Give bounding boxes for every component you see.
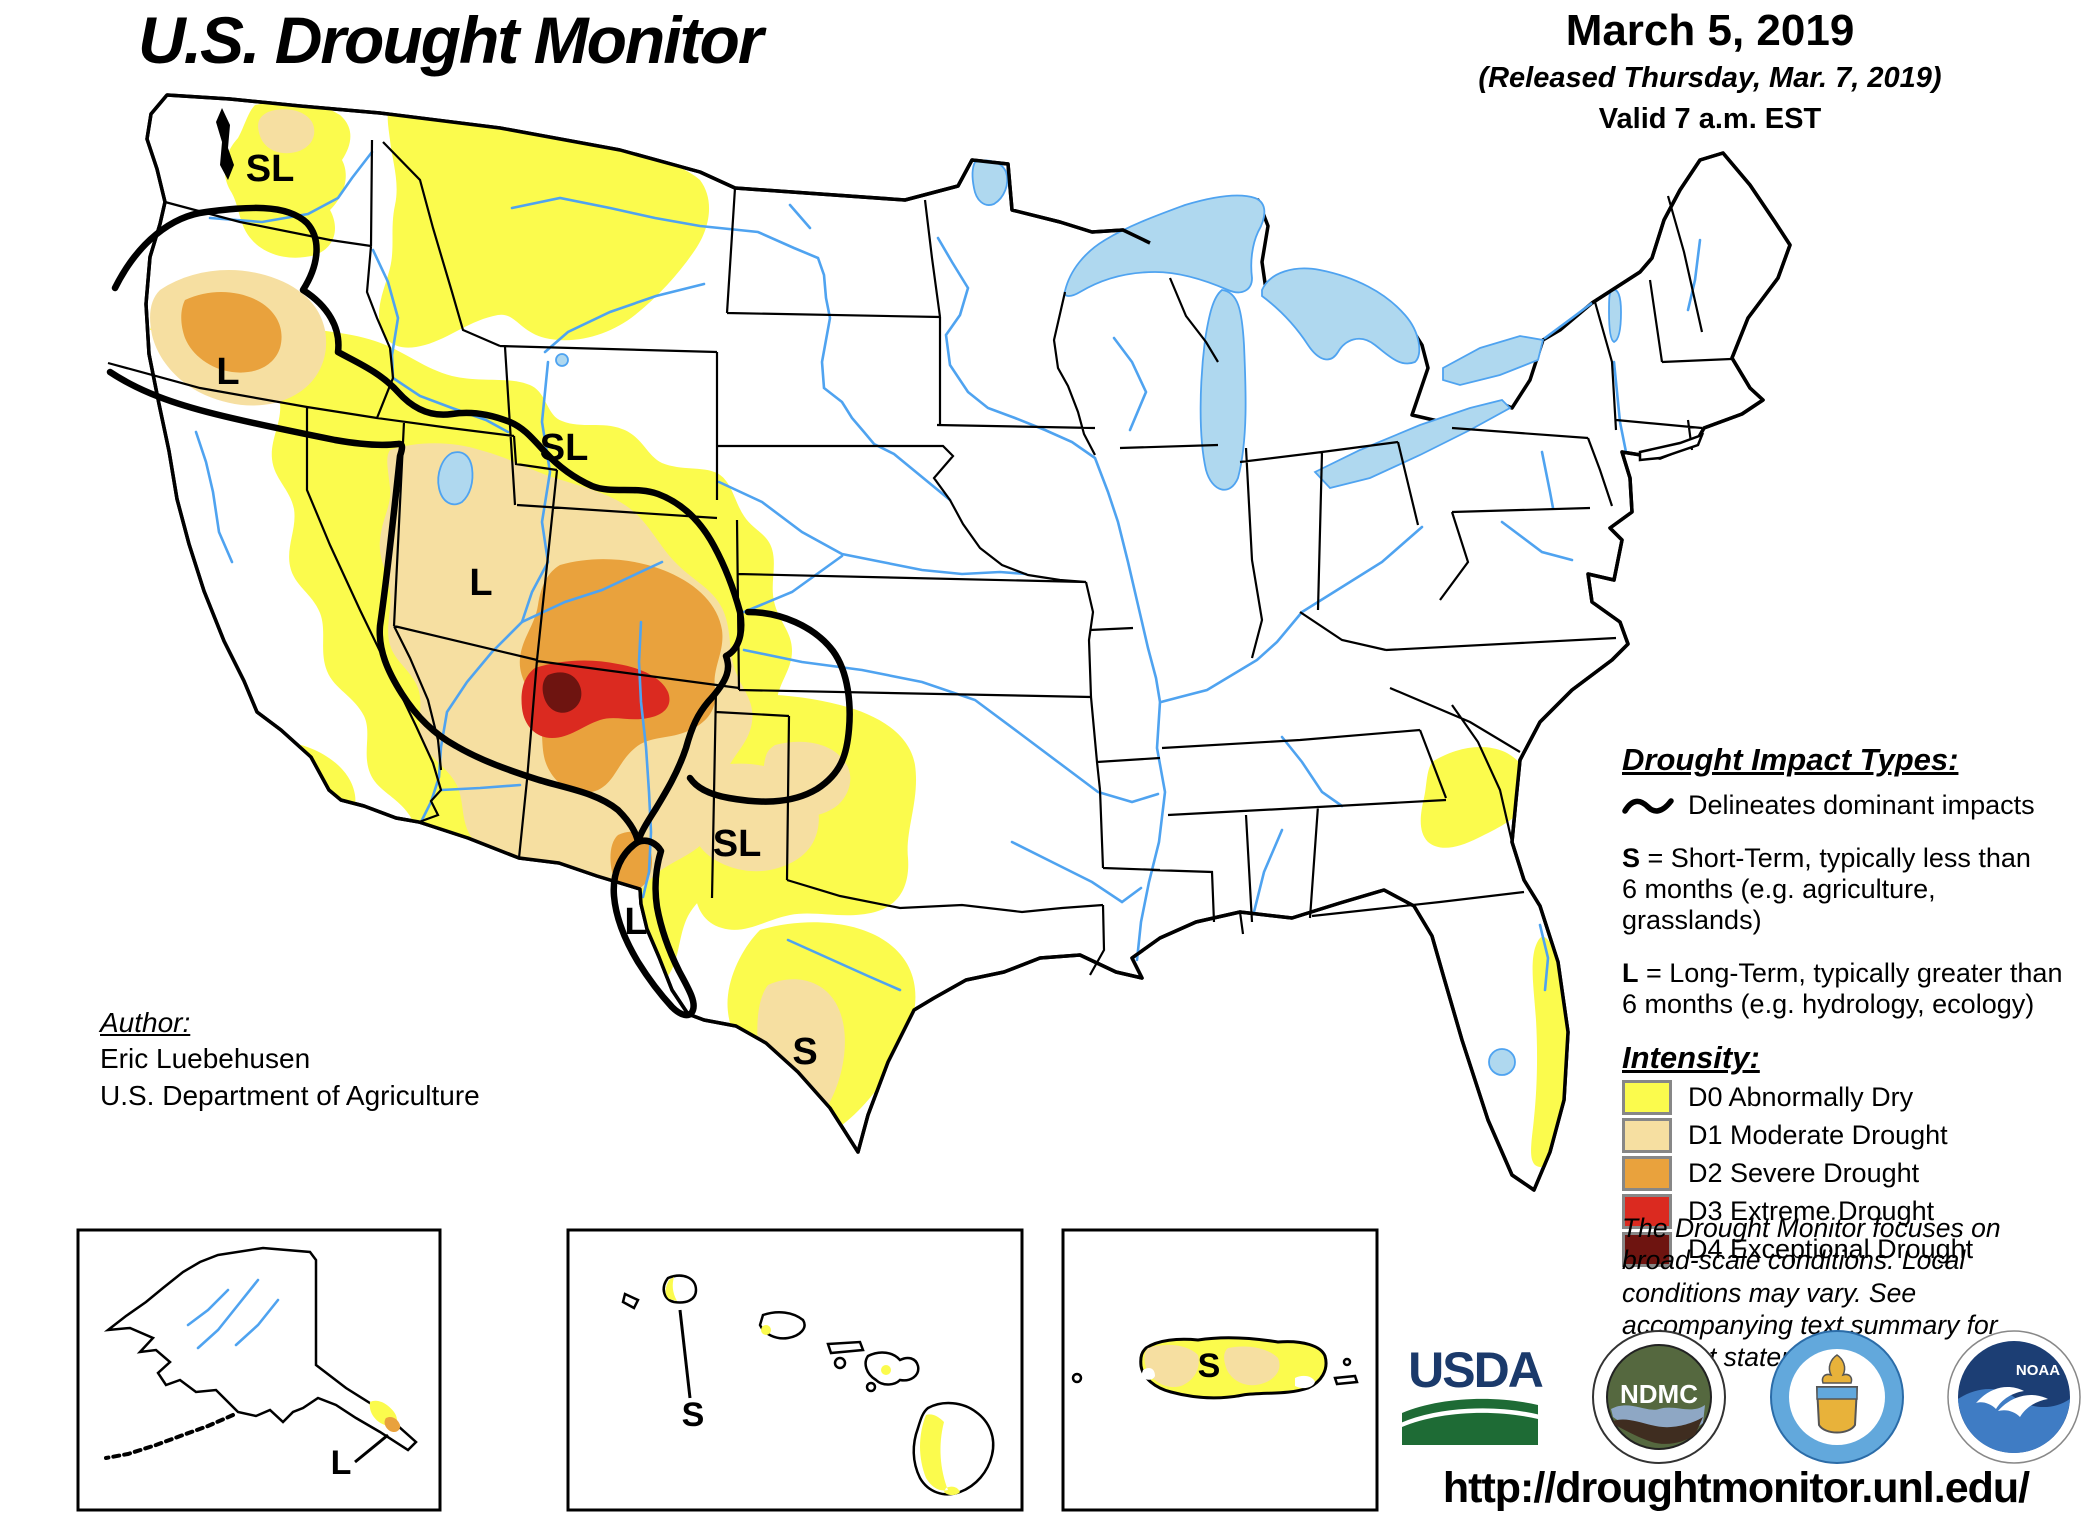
author-heading: Author: [100,1007,191,1038]
puget-sound [216,108,234,180]
lanai [833,1356,847,1370]
noaa-logo: NOAA [1947,1330,2081,1464]
legend-item-d3: D3 Extreme Drought [1622,1194,2082,1230]
state-borders [107,139,1732,976]
culebra [1342,1357,1352,1367]
impact-types-heading: Drought Impact Types: [1622,742,1959,777]
ndmc-logo: NDMC [1592,1330,1727,1464]
d2-swatch [1622,1156,1672,1192]
d4-swatch [1622,1232,1672,1268]
author-org: U.S. Department of Agriculture [100,1079,480,1111]
legend-item-d4: D4 Exceptional Drought [1622,1232,2082,1268]
inset-puerto-rico: S [1061,1228,1379,1512]
d0-swatch [1622,1080,1672,1116]
long-island [1638,432,1705,462]
impact-label-tx-s: S [792,1031,817,1073]
d1-swatch [1622,1118,1672,1154]
legend-item-d0: D0 Abnormally Dry [1622,1080,2082,1116]
svg-text:NDMC: NDMC [1620,1379,1698,1409]
d3-swatch [1622,1194,1672,1230]
legend-item-d2: D2 Severe Drought [1622,1156,2082,1192]
department-of-commerce-logo [1769,1330,1904,1464]
lake-of-the-woods [971,159,1009,206]
great-salt-lake [437,451,474,506]
short-term-code: S [1622,843,1641,873]
short-term-definition: S = Short-Term, typically less than 6 mo… [1622,843,2031,936]
drought-monitor-url[interactable]: http://droughtmonitor.unl.edu/ [1442,1464,2030,1512]
impact-label-nm: SL [713,823,762,865]
lake-huron [1261,267,1421,365]
map-date: March 5, 2019 [1565,6,1855,55]
impact-label-tx-w: L [624,901,647,943]
map-impact-labels: SL L SL L SL L S [216,148,817,1073]
impact-label-ut: L [469,562,492,604]
valid-time: Valid 7 a.m. EST [1598,103,1822,135]
lake-champlain [1608,288,1622,343]
date-block: March 5, 2019 (Released Thursday, Mar. 7… [1390,6,2030,136]
mona [1071,1372,1083,1384]
vieques [1333,1374,1359,1386]
alaska-outline [103,1246,418,1452]
author-name: Eric Luebehusen [100,1043,311,1075]
yellowstone-lake [555,353,569,367]
author-block: Author: Eric Luebehusen U.S. Department … [100,1005,480,1114]
long-term-code: L [1622,958,1639,989]
lake-okeechobee [1488,1048,1516,1076]
inset-hawaii: S [566,1228,1024,1512]
inset-alaska: L [76,1228,442,1512]
inset-alaska-label: L [331,1444,352,1482]
niihau [621,1292,640,1310]
page-title: U.S. Drought Monitor [138,3,764,77]
logo-row: USDA NDMC NOAA [1400,1330,2082,1464]
impact-label-wa: SL [246,148,295,190]
impact-contours [106,204,853,1019]
kahoolawe [865,1381,877,1393]
great-lakes [437,159,1622,1076]
usda-logo: USDA [1400,1345,1550,1447]
intensity-heading: Intensity: [1622,1040,1760,1076]
inset-hawaii-label: S [682,1396,705,1434]
impact-label-ut-n: SL [540,427,589,469]
molokai [826,1340,865,1355]
impact-label-or: L [216,351,239,393]
legend-panel: Drought Impact Types: Delineates dominan… [1622,742,2082,1268]
lake-ontario [1442,335,1545,386]
usda-swoosh-icon [1401,1398,1539,1445]
maui [864,1351,920,1386]
rivers [194,150,1702,992]
lake-erie [1313,399,1512,490]
delineates-label: Delineates dominant impacts [1688,790,2035,820]
release-date: (Released Thursday, Mar. 7, 2019) [1478,62,1942,94]
long-term-definition: L = Long-Term, typically greater than 6 … [1622,958,2063,1020]
delineation-squiggle-icon [1622,797,1674,814]
lake-superior [1063,194,1266,297]
legend-item-d1: D1 Moderate Drought [1622,1118,2082,1154]
svg-text:NOAA: NOAA [2016,1362,2060,1379]
inset-pr-label: S [1198,1347,1221,1385]
